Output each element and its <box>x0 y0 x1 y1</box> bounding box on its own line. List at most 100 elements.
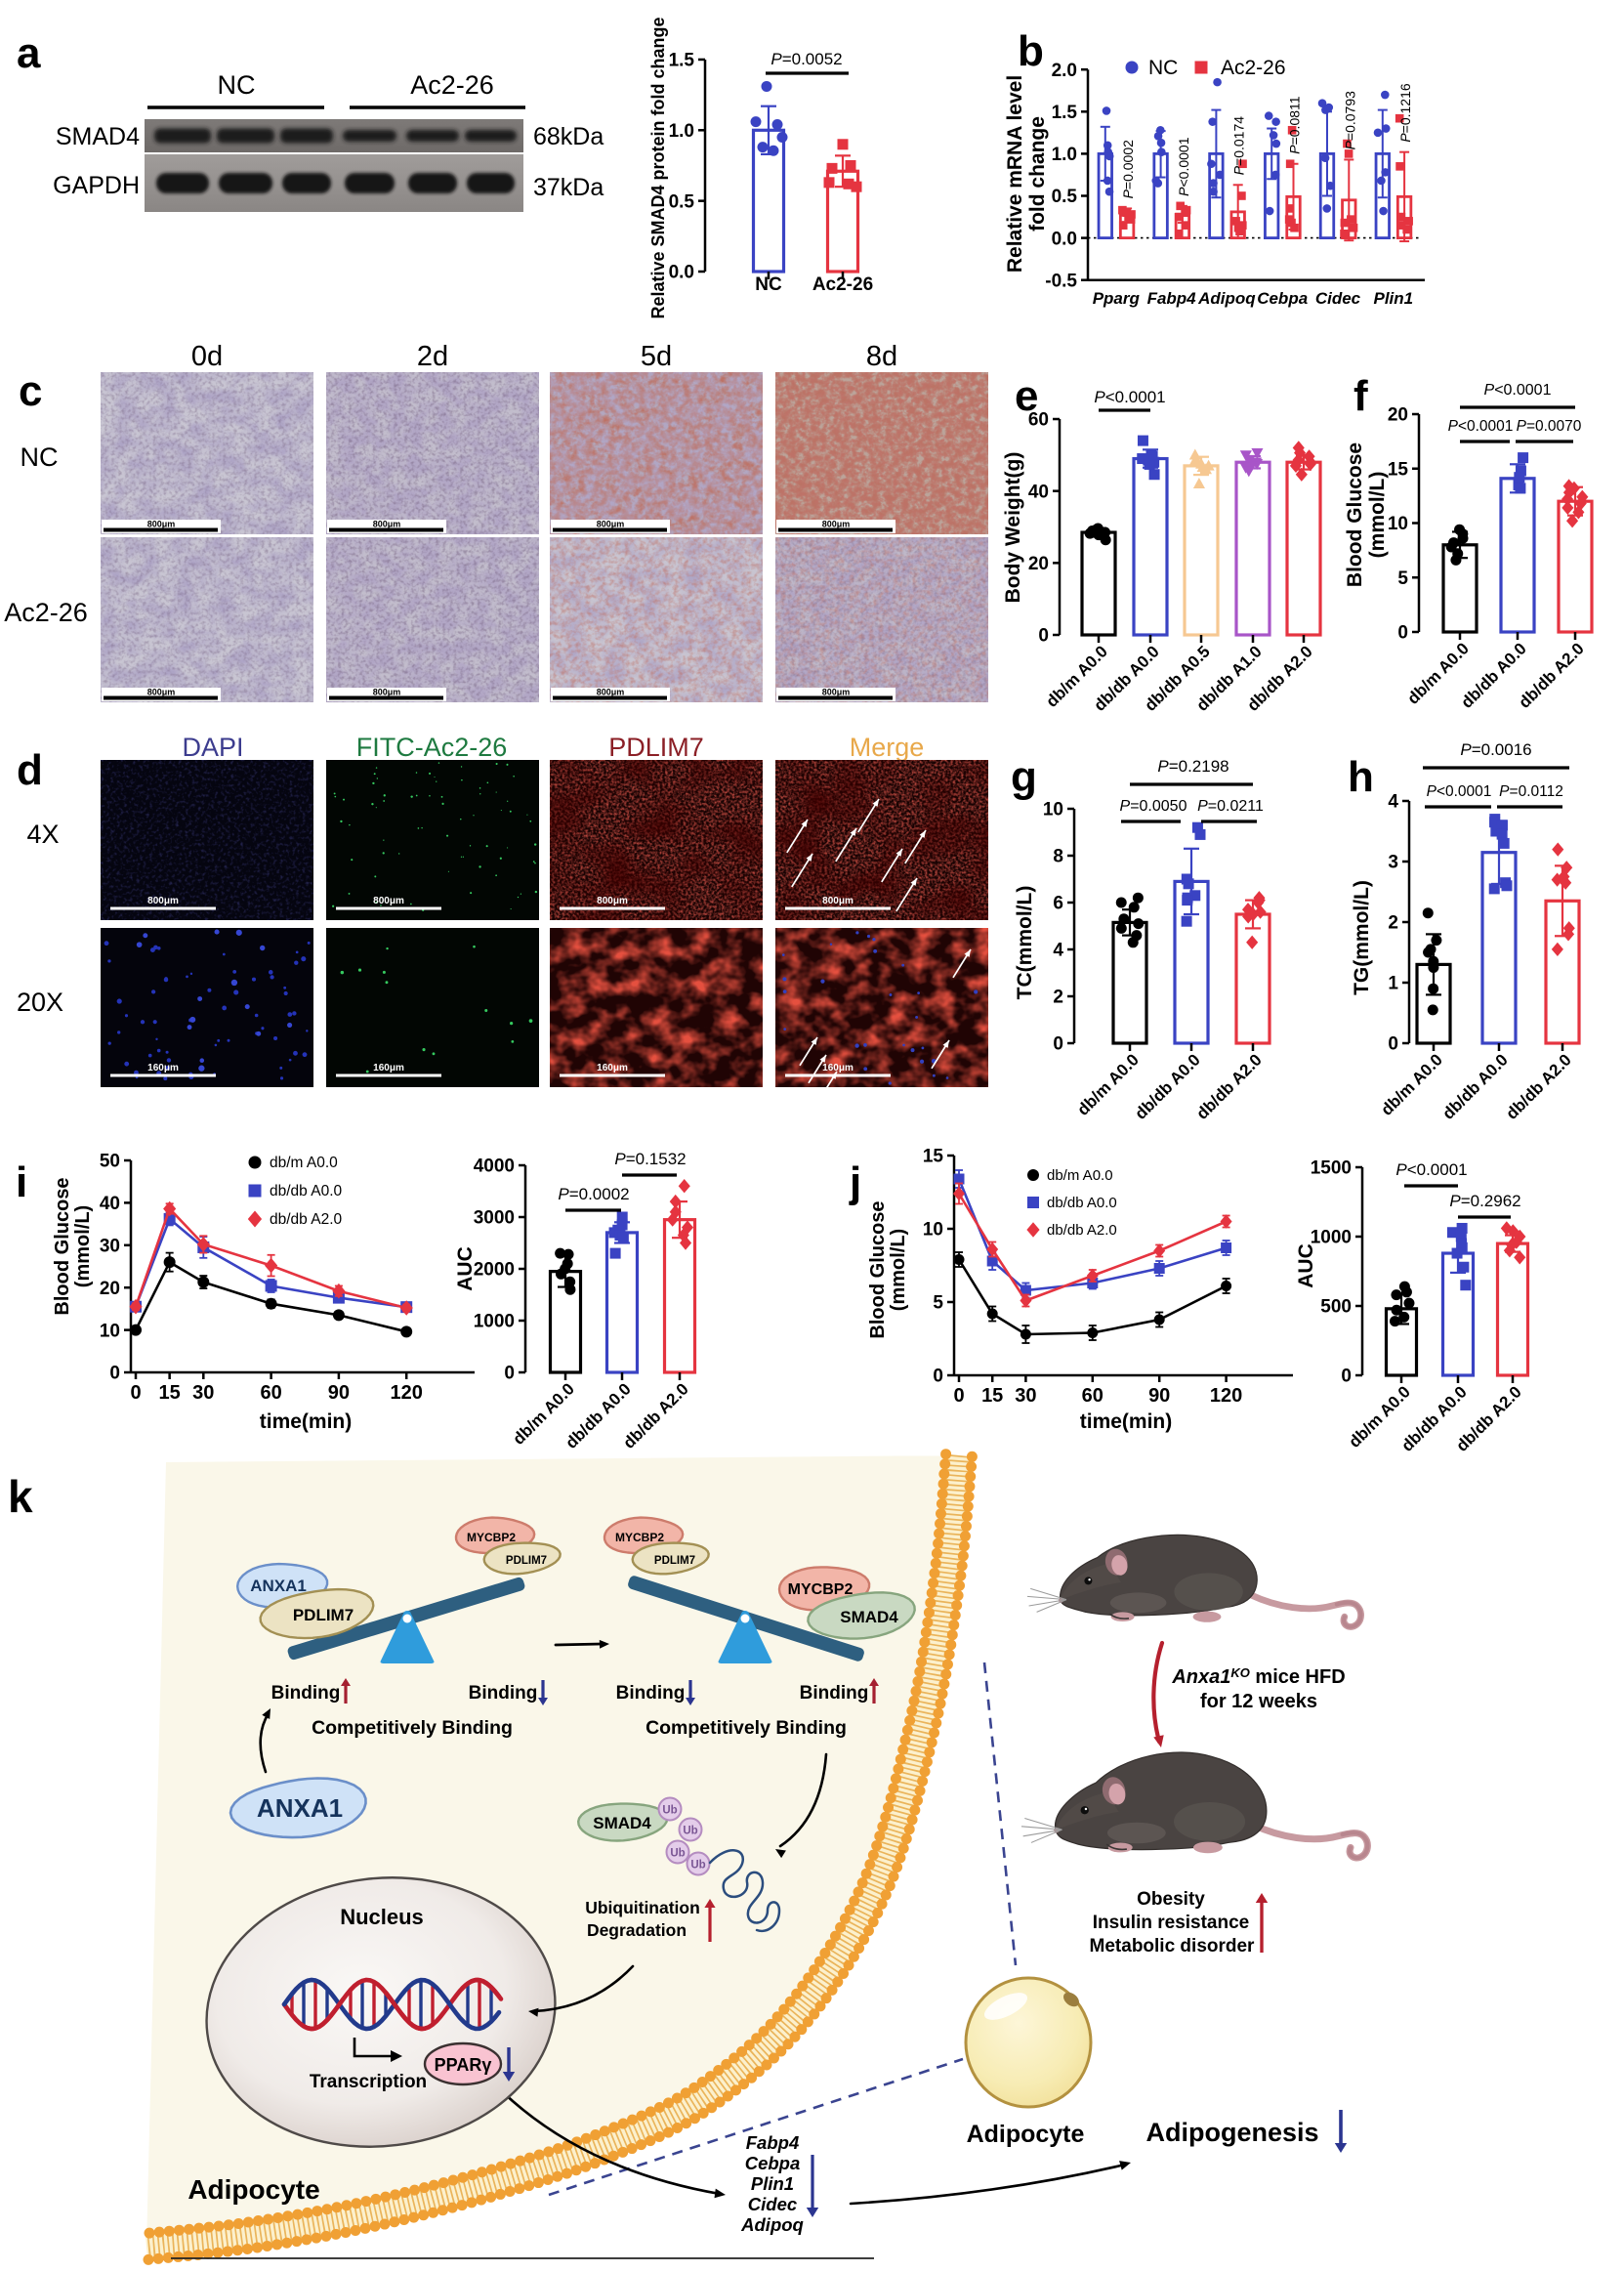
svg-text:15: 15 <box>159 1382 181 1404</box>
svg-text:15: 15 <box>1388 459 1409 480</box>
svg-text:P=0.0793: P=0.0793 <box>1342 91 1357 150</box>
svg-text:P<0.0001: P<0.0001 <box>1427 783 1492 800</box>
svg-text:Cidec: Cidec <box>748 2194 798 2214</box>
svg-text:Blood Glucose: Blood Glucose <box>1344 442 1366 587</box>
svg-text:Ac2-26: Ac2-26 <box>1221 57 1286 79</box>
svg-text:h: h <box>1348 753 1374 801</box>
svg-text:5d: 5d <box>641 341 672 372</box>
svg-text:2d: 2d <box>417 341 448 372</box>
svg-text:SMAD4: SMAD4 <box>593 1814 651 1832</box>
svg-text:800μm: 800μm <box>147 896 179 906</box>
svg-text:Anxa1KO mice HFD: Anxa1KO mice HFD <box>1171 1665 1345 1688</box>
svg-text:10: 10 <box>1388 514 1408 534</box>
svg-text:Degradation: Degradation <box>587 1920 687 1940</box>
svg-text:Transcription: Transcription <box>310 2072 427 2092</box>
svg-text:1000: 1000 <box>474 1312 515 1332</box>
svg-text:Ub: Ub <box>683 1826 697 1837</box>
svg-text:P<0.0001: P<0.0001 <box>1094 388 1165 406</box>
svg-text:NC: NC <box>218 70 256 100</box>
svg-text:NC: NC <box>21 442 59 472</box>
svg-text:60: 60 <box>1028 410 1049 431</box>
svg-text:Ac2-26: Ac2-26 <box>4 598 88 627</box>
svg-text:P=0.0002: P=0.0002 <box>558 1185 629 1203</box>
svg-text:2: 2 <box>1388 913 1398 934</box>
svg-text:3: 3 <box>1388 853 1398 873</box>
svg-text:Blood Glucose: Blood Glucose <box>867 1200 889 1338</box>
svg-text:AUC: AUC <box>1295 1243 1317 1288</box>
svg-text:Ub: Ub <box>690 1860 705 1872</box>
svg-text:800μm: 800μm <box>597 688 625 697</box>
svg-text:Insulin resistance: Insulin resistance <box>1093 1913 1250 1933</box>
svg-text:db/db A0.0: db/db A0.0 <box>270 1183 343 1199</box>
svg-text:160μm: 160μm <box>373 1063 404 1073</box>
svg-text:68kDa: 68kDa <box>533 123 604 150</box>
svg-text:3000: 3000 <box>474 1208 515 1229</box>
svg-text:160μm: 160μm <box>822 1063 854 1073</box>
svg-text:MYCBP2: MYCBP2 <box>467 1531 516 1544</box>
svg-text:0: 0 <box>109 1364 120 1384</box>
svg-text:Cebpa: Cebpa <box>745 2153 801 2173</box>
svg-text:Nucleus: Nucleus <box>340 1905 424 1929</box>
svg-text:P=0.0811: P=0.0811 <box>1287 96 1303 154</box>
svg-text:0: 0 <box>1388 1034 1398 1055</box>
svg-text:Adipoq: Adipoq <box>1197 289 1256 308</box>
svg-text:800μm: 800μm <box>597 896 628 906</box>
svg-text:0: 0 <box>1053 1034 1063 1055</box>
svg-text:5: 5 <box>933 1293 943 1314</box>
svg-text:0: 0 <box>1038 626 1049 647</box>
svg-text:P<0.0001: P<0.0001 <box>1484 382 1552 399</box>
svg-text:DAPI: DAPI <box>182 733 243 762</box>
svg-text:Relative SMAD4 protein fold ch: Relative SMAD4 protein fold change <box>648 17 668 318</box>
svg-text:1: 1 <box>1388 974 1398 994</box>
svg-text:FITC-Ac2-26: FITC-Ac2-26 <box>356 733 508 762</box>
svg-text:Body Weight(g): Body Weight(g) <box>1002 452 1024 604</box>
svg-text:Adipocyte: Adipocyte <box>967 2121 1085 2148</box>
svg-text:(mmol/L): (mmol/L) <box>72 1205 94 1287</box>
svg-text:10: 10 <box>923 1220 943 1241</box>
svg-text:a: a <box>17 29 41 77</box>
svg-text:90: 90 <box>1148 1385 1170 1407</box>
svg-text:Ub: Ub <box>662 1805 677 1817</box>
svg-text:Competitively Binding: Competitively Binding <box>645 1717 847 1739</box>
svg-text:1.0: 1.0 <box>1052 145 1077 165</box>
svg-text:b: b <box>1018 27 1044 75</box>
svg-text:PDLIM7: PDLIM7 <box>654 1555 695 1567</box>
svg-text:800μm: 800μm <box>373 896 404 906</box>
svg-text:2: 2 <box>1053 988 1063 1008</box>
svg-text:0.0: 0.0 <box>669 263 694 283</box>
svg-text:Binding: Binding <box>800 1683 869 1704</box>
svg-text:20: 20 <box>1028 554 1049 574</box>
svg-text:Adipoq: Adipoq <box>740 2214 804 2235</box>
svg-text:P=0.1532: P=0.1532 <box>614 1150 686 1168</box>
svg-text:i: i <box>16 1158 27 1206</box>
svg-text:P=0.0174: P=0.0174 <box>1231 116 1247 176</box>
svg-text:PPARγ: PPARγ <box>435 2055 492 2075</box>
svg-text:1500: 1500 <box>1311 1158 1352 1179</box>
svg-text:(mmol/L): (mmol/L) <box>1366 472 1389 559</box>
svg-text:db/db A2.0: db/db A2.0 <box>270 1211 343 1228</box>
svg-text:40: 40 <box>1028 482 1049 502</box>
svg-text:60: 60 <box>1082 1385 1103 1407</box>
svg-text:15: 15 <box>923 1147 944 1167</box>
svg-text:Cidec: Cidec <box>1315 289 1361 308</box>
svg-text:10: 10 <box>100 1321 120 1341</box>
svg-text:1000: 1000 <box>1311 1228 1352 1248</box>
svg-text:800μm: 800μm <box>373 688 401 697</box>
svg-text:fold change: fold change <box>1026 116 1049 231</box>
svg-text:800μm: 800μm <box>597 520 625 529</box>
svg-text:Fabp4: Fabp4 <box>746 2132 799 2153</box>
svg-text:0: 0 <box>953 1385 964 1407</box>
svg-text:TG(mmol/L): TG(mmol/L) <box>1351 880 1373 995</box>
svg-text:0: 0 <box>1341 1367 1352 1387</box>
svg-text:Blood Glucose: Blood Glucose <box>52 1177 73 1315</box>
svg-text:20: 20 <box>100 1279 120 1299</box>
svg-text:P=0.0002: P=0.0002 <box>1120 140 1136 199</box>
svg-text:for 12 weeks: for 12 weeks <box>1200 1691 1317 1712</box>
svg-text:k: k <box>8 1471 33 1522</box>
svg-text:Fabp4: Fabp4 <box>1147 289 1197 308</box>
svg-text:e: e <box>1015 372 1038 420</box>
svg-text:ANXA1: ANXA1 <box>257 1793 343 1823</box>
svg-text:4X: 4X <box>26 820 59 849</box>
svg-text:Relative mRNA level: Relative mRNA level <box>1004 75 1026 273</box>
svg-text:Ubiquitination: Ubiquitination <box>585 1898 700 1917</box>
